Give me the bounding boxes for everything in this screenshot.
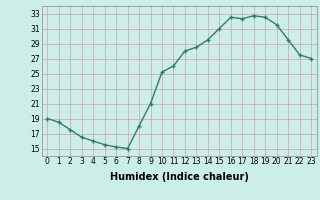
X-axis label: Humidex (Indice chaleur): Humidex (Indice chaleur) (110, 172, 249, 182)
